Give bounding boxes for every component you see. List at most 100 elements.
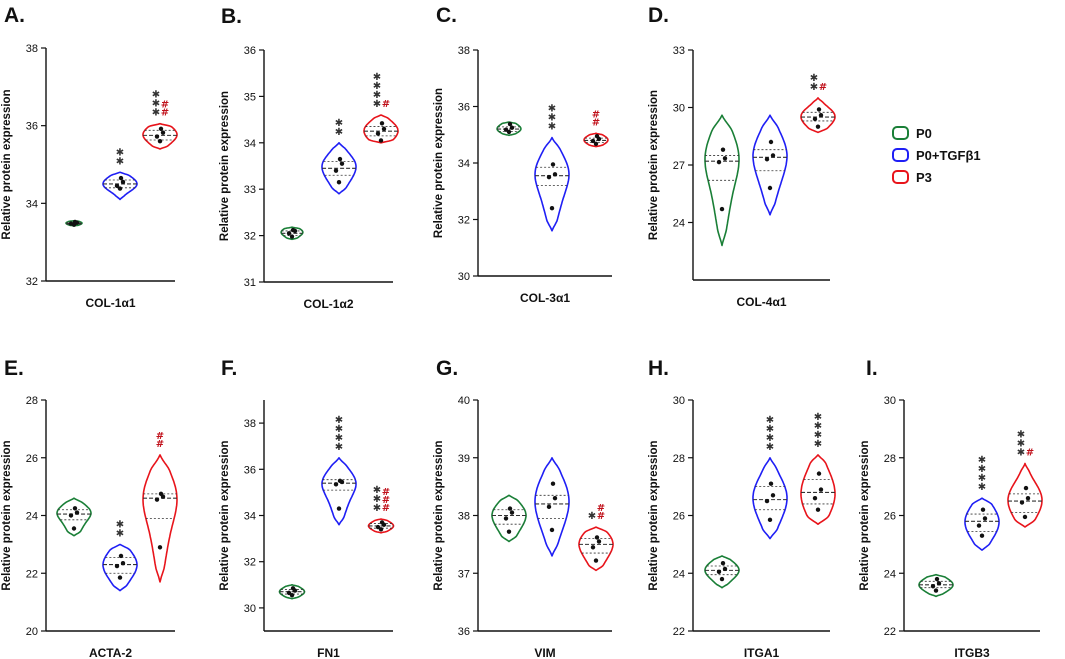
violin-2: [964, 497, 1000, 551]
significance-mark: ✱: [548, 113, 556, 124]
panel-4: D. 24 27 30 33 Relative protein expression COL…: [648, 4, 836, 309]
y-tick-label: 38: [244, 418, 256, 430]
y-tick-label: 24: [673, 568, 685, 580]
x-axis-label: COL-4α1: [736, 295, 786, 309]
data-point: [812, 495, 818, 501]
significance-mark: ✱: [766, 433, 774, 444]
violin-1: [280, 226, 304, 241]
data-point: [375, 131, 381, 136]
significance-mark: ✱: [978, 473, 986, 484]
significance-mark: ✱: [814, 421, 822, 432]
data-point: [72, 506, 78, 511]
data-point: [120, 179, 126, 185]
data-point: [1025, 495, 1031, 501]
legend-label: P0+TGFβ1: [916, 148, 981, 163]
y-axis-label: Relative protein expression: [433, 440, 445, 590]
y-axis-label: Relative protein expression: [1, 440, 13, 590]
panel-1: A. 32 34 36 38 Relative protein expression COL…: [1, 4, 178, 310]
y-tick-label: 39: [458, 453, 470, 465]
data-point: [550, 162, 556, 167]
y-tick-label: 32: [458, 215, 470, 227]
significance-mark: ✱: [335, 127, 343, 138]
data-point: [767, 185, 773, 191]
data-point: [68, 221, 74, 226]
data-point: [816, 107, 822, 112]
data-point: [117, 186, 123, 191]
violin-3: [800, 97, 836, 134]
legend-label: P3: [916, 170, 932, 185]
data-point: [118, 553, 124, 559]
data-point: [289, 592, 295, 598]
y-tick-label: 34: [244, 511, 256, 523]
data-point: [379, 121, 385, 126]
significance-mark: ✱: [810, 82, 818, 93]
data-point: [507, 506, 513, 511]
x-axis-label: ITGA1: [744, 646, 780, 659]
significance-mark: ✱: [116, 519, 124, 530]
hash-mark: #: [382, 99, 390, 110]
data-point: [593, 558, 599, 563]
panel-7: G. 36 37 38 39 40 Relative protein expression V…: [433, 357, 614, 659]
significance-mark: ✱: [766, 424, 774, 435]
data-point: [154, 497, 160, 502]
panel-letter: E.: [4, 357, 24, 380]
hash-mark: #: [592, 117, 600, 128]
y-tick-label: 24: [884, 568, 896, 580]
y-tick-label: 38: [458, 45, 470, 57]
violin-3: [800, 454, 836, 525]
panel-letter: D.: [648, 4, 669, 27]
significance-mark: ✱: [548, 122, 556, 133]
violin-2: [102, 543, 138, 592]
significance-mark: ✱: [373, 90, 381, 101]
violin-2: [752, 457, 788, 540]
panel-5: E. 20 22 24 26 28 Relative protein expression A…: [1, 357, 178, 659]
data-point: [719, 576, 725, 582]
violin-3: [1007, 462, 1043, 528]
y-tick-label: 36: [458, 102, 470, 114]
y-tick-label: 22: [26, 568, 38, 580]
hash-mark: #: [382, 487, 390, 498]
violin-2: [321, 142, 357, 195]
data-point: [154, 134, 160, 139]
data-point: [550, 481, 556, 486]
significance-mark: ✱: [116, 156, 124, 167]
y-tick-label: 30: [244, 603, 256, 615]
data-point: [770, 493, 776, 498]
data-point: [506, 529, 512, 534]
violin-2: [534, 457, 570, 557]
significance-mark: ✱: [152, 90, 160, 101]
significance-mark: ✱: [335, 424, 343, 435]
data-point: [549, 527, 555, 533]
data-point: [980, 507, 986, 512]
panel-2: B. 31 32 33 34 35 36 Relative protein expressio…: [219, 5, 399, 311]
y-tick-label: 26: [26, 453, 38, 465]
data-point: [767, 517, 773, 523]
significance-mark: ✱: [152, 108, 160, 119]
y-axis-label: Relative protein expression: [1, 89, 13, 239]
data-point: [934, 576, 940, 582]
significance-mark: ✱: [814, 430, 822, 441]
data-point: [337, 478, 343, 484]
data-point: [379, 520, 385, 525]
violin-1: [56, 497, 92, 537]
y-tick-label: 33: [673, 45, 685, 57]
significance-mark: ✱: [116, 528, 124, 539]
data-point: [818, 487, 824, 492]
y-tick-label: 30: [673, 103, 685, 115]
y-tick-label: 22: [673, 626, 685, 638]
data-point: [74, 510, 80, 515]
y-tick-label: 34: [26, 198, 38, 210]
data-point: [157, 139, 163, 144]
data-point: [378, 527, 384, 532]
data-point: [117, 575, 123, 580]
y-tick-label: 36: [244, 464, 256, 476]
x-axis-label: VIM: [534, 646, 555, 659]
significance-mark: ✱: [766, 415, 774, 426]
y-tick-label: 22: [884, 626, 896, 638]
data-point: [818, 112, 824, 118]
data-point: [1023, 485, 1029, 491]
data-point: [552, 172, 558, 177]
panel-letter: H.: [648, 357, 669, 380]
violin-1: [491, 494, 527, 543]
